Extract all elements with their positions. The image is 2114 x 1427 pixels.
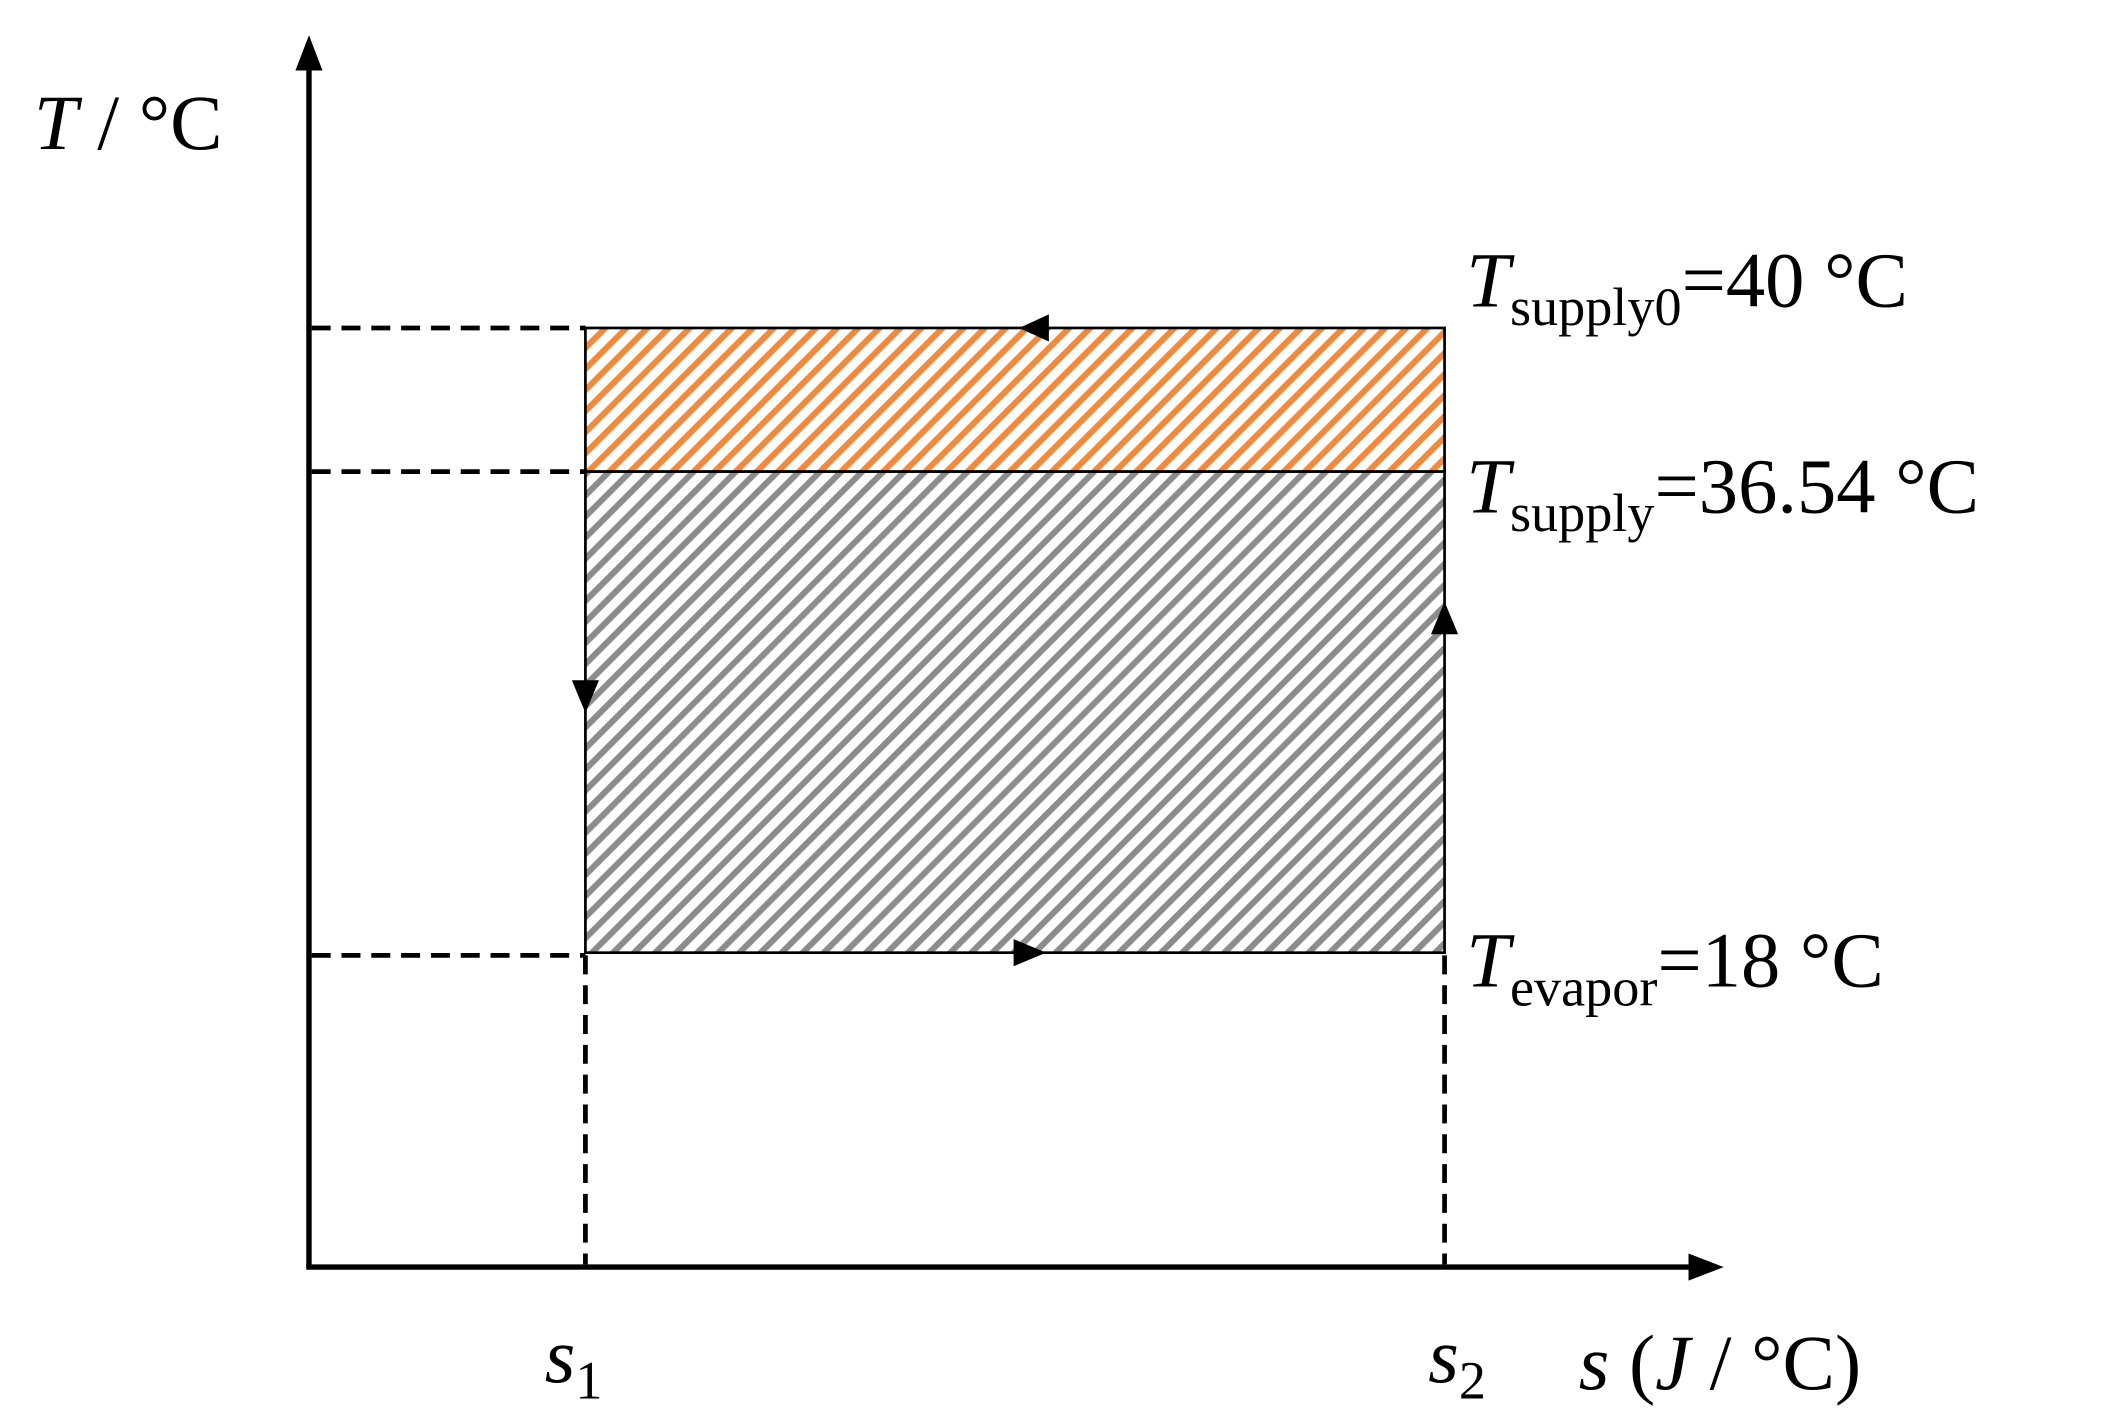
x-label-symbol: s: [1579, 1319, 1610, 1406]
x-mark-symbol: s: [1428, 1312, 1459, 1399]
level-label: Tsupply=36.54 °C: [1466, 442, 1979, 543]
level-subscript: evapor: [1510, 958, 1657, 1018]
x-mark-label: s2: [1428, 1312, 1486, 1410]
level-symbol: T: [1466, 236, 1515, 323]
axes: [306, 61, 1701, 1270]
cycle-arrow: [1019, 314, 1049, 342]
cycle-arrow: [571, 680, 599, 713]
x-mark-subscript: 1: [575, 1351, 602, 1411]
level-subscript: supply: [1510, 483, 1655, 543]
x-label-open: (: [1609, 1319, 1655, 1406]
level-value: =40 °C: [1682, 236, 1908, 323]
x-label-unit: / °C): [1690, 1319, 1861, 1406]
cycle-arrow: [1431, 601, 1459, 635]
x-mark-subscript: 2: [1459, 1351, 1486, 1411]
level-symbol: T: [1466, 917, 1515, 1004]
x-axis-label: s (J / °C): [1579, 1319, 1861, 1406]
y-label-symbol: T: [34, 79, 83, 166]
level-label: Tsupply0=40 °C: [1466, 236, 1908, 337]
guides: [311, 325, 1447, 1265]
level-label: Tevapor=18 °C: [1466, 917, 1884, 1018]
level-value: =36.54 °C: [1654, 442, 1979, 529]
heat-area-lower: [584, 470, 1446, 955]
level-subscript: supply0: [1510, 277, 1682, 337]
x-axis-arrow: [1688, 1253, 1724, 1281]
x-mark-label: s1: [545, 1312, 603, 1410]
x-mark-symbol: s: [545, 1312, 576, 1399]
x-label-unit-symbol: J: [1655, 1319, 1693, 1406]
level-symbol: T: [1466, 442, 1515, 529]
cycle-arrow: [1013, 939, 1047, 967]
y-label-unit: / °C: [78, 79, 223, 166]
y-axis-label: T / °C: [34, 79, 223, 166]
level-value: =18 °C: [1657, 917, 1883, 1004]
y-axis-arrow: [295, 35, 323, 71]
heat-area-upper: [584, 326, 1446, 473]
